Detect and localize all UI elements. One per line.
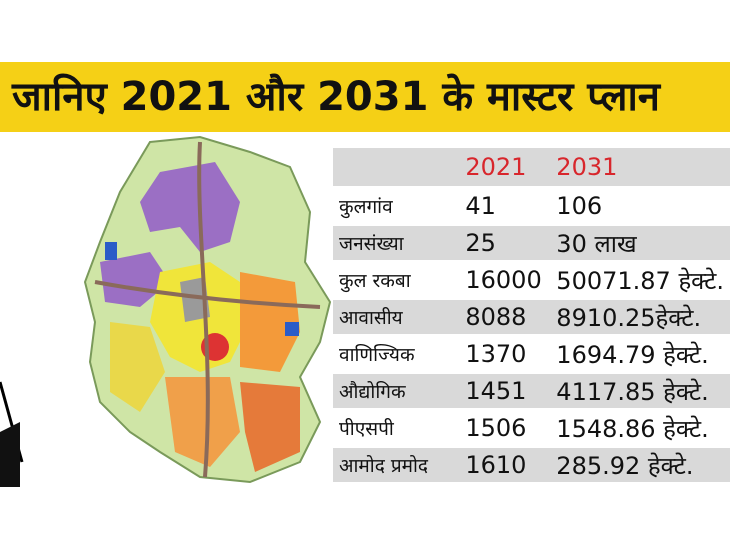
cell: 1506 (465, 414, 527, 442)
cell: 30 लाख (550, 226, 730, 260)
table-row: आमोद प्रमोद 1610 285.92 हेक्टे. (333, 448, 730, 482)
cell: 8088 (459, 300, 551, 334)
data-table: 2021 2031 कुलगांव 41 106 जनसंख्या 25 30 लाख कुल … (333, 145, 730, 485)
decor-shape (0, 422, 20, 487)
row-label: पीएसपी (339, 418, 394, 440)
cell: 106 (556, 192, 603, 220)
cell: 1694.79 हेक्टे. (556, 340, 709, 369)
cell: 8910.25हेक्टे. (550, 300, 730, 334)
title: जानिए 2021 और 2031 के मास्टर प्लान (12, 74, 661, 120)
table-row: औद्योगिक 1451 4117.85 हेक्टे. (333, 374, 730, 408)
cell: 25 (459, 226, 551, 260)
table-row: कुल रकबा 16000 50071.87 हेक्टे. (333, 263, 730, 297)
map-zone (240, 382, 300, 472)
header-cell (333, 148, 460, 186)
row-label: जनसंख्या (333, 226, 460, 260)
map-zone (240, 272, 300, 372)
row-label: औद्योगिक (333, 374, 460, 408)
row-label: आमोद प्रमोद (333, 448, 460, 482)
cell: 50071.87 हेक्टे. (556, 266, 724, 295)
cell: 41 (465, 192, 496, 220)
row-label: आवासीय (333, 300, 460, 334)
cell: 1370 (465, 340, 527, 368)
row-label: वाणिज्यिक (339, 344, 415, 366)
cell: 1610 (459, 448, 551, 482)
row-label: कुल रकबा (339, 270, 411, 292)
map-zone (140, 162, 240, 252)
table-row: आवासीय 8088 8910.25हेक्टे. (333, 300, 730, 334)
table-row: जनसंख्या 25 30 लाख (333, 226, 730, 260)
column-header: 2021 (459, 148, 551, 186)
map-road (94, 280, 321, 309)
cell: 1451 (459, 374, 551, 408)
row-label: कुलगांव (339, 196, 393, 218)
map-zone (285, 322, 299, 336)
table-row: वाणिज्यिक 1370 1694.79 हेक्टे. (333, 337, 730, 371)
table-row: पीएसपी 1506 1548.86 हेक्टे. (333, 411, 730, 445)
map-zone (110, 322, 165, 412)
title-banner: जानिए 2021 और 2031 के मास्टर प्लान (0, 62, 730, 132)
table-row: कुलगांव 41 106 (333, 189, 730, 223)
cell: 16000 (465, 266, 542, 294)
map-zone (165, 377, 240, 467)
column-header: 2031 (550, 148, 730, 186)
cell: 4117.85 हेक्टे. (550, 374, 730, 408)
cell: 1548.86 हेक्टे. (556, 414, 709, 443)
master-plan-map (0, 135, 332, 487)
map-road (197, 141, 210, 478)
map-zone (105, 242, 117, 260)
header-row: 2021 2031 (333, 148, 730, 186)
cell: 285.92 हेक्टे. (550, 448, 730, 482)
